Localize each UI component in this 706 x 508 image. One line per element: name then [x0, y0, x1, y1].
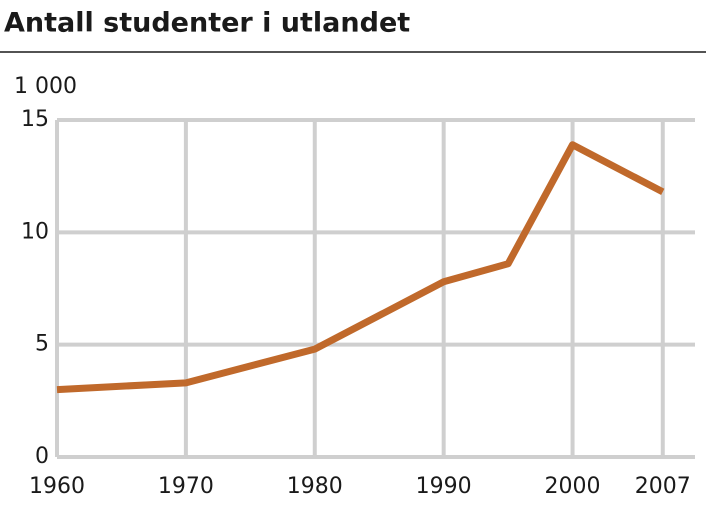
y-tick-label: 5 [35, 332, 49, 357]
y-tick-label: 0 [35, 444, 49, 469]
x-tick-label: 1960 [29, 474, 85, 499]
data-line [56, 141, 665, 394]
x-tick-label: 2007 [635, 474, 691, 499]
y-tick-label: 10 [21, 219, 49, 244]
x-tick-label: 1970 [158, 474, 214, 499]
chart-title: Antall studenter i utlandet [4, 8, 410, 39]
x-tick-label: 2000 [545, 474, 601, 499]
x-tick-label: 1990 [416, 474, 472, 499]
y-tick-label: 15 [21, 107, 49, 132]
x-tick-label: 1980 [287, 474, 343, 499]
y-unit: 1 000 [14, 74, 77, 99]
